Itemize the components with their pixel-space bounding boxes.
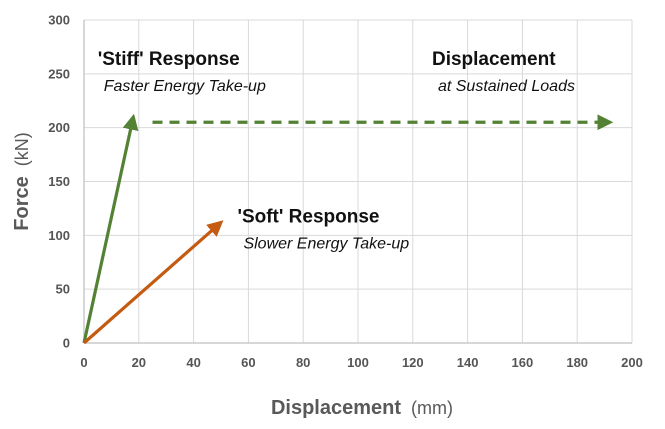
data-series	[82, 113, 614, 345]
sustained-annotation-subtitle: at Sustained Loads	[438, 78, 575, 95]
grid-lines	[84, 19, 633, 343]
axes	[83, 20, 632, 344]
axis-titles: Displacement (mm) Force(kN)	[11, 132, 453, 419]
annotations: 'Stiff' Response Faster Energy Take-up Dis…	[98, 49, 575, 252]
y-tick-label: 50	[56, 282, 70, 297]
y-tick-label: 250	[48, 66, 70, 81]
x-tick-label: 180	[566, 355, 588, 370]
stiff-annotation-title: 'Stiff' Response	[98, 49, 240, 70]
x-tick-label: 100	[347, 355, 369, 370]
y-axis-title: Force(kN)	[11, 132, 33, 230]
x-tick-label: 120	[402, 355, 424, 370]
x-axis-title: Displacement (mm)	[271, 397, 453, 419]
x-tick-label: 20	[132, 355, 146, 370]
y-tick-label: 100	[48, 228, 70, 243]
tick-labels: 0 50 100 150 200 250 300 0 20 40 60 80 100 120 140 160 1…	[48, 13, 643, 371]
soft-annotation-subtitle: Slower Energy Take-up	[243, 235, 409, 252]
x-tick-label: 80	[296, 355, 310, 370]
soft-response-arrow	[82, 220, 224, 345]
stiff-annotation-subtitle: Faster Energy Take-up	[104, 78, 266, 95]
y-tick-label: 150	[48, 174, 70, 189]
y-tick-label: 300	[48, 13, 70, 28]
soft-annotation-title: 'Soft' Response	[237, 206, 379, 227]
x-tick-label: 0	[80, 355, 87, 370]
x-tick-label: 40	[186, 355, 200, 370]
x-tick-label: 60	[241, 355, 255, 370]
stiff-response-arrow	[82, 113, 139, 344]
y-tick-label: 0	[63, 336, 70, 351]
y-tick-label: 200	[48, 120, 70, 135]
sustained-annotation-title: Displacement	[432, 49, 556, 70]
x-tick-label: 140	[457, 355, 479, 370]
x-tick-label: 200	[621, 355, 643, 370]
x-tick-label: 160	[512, 355, 534, 370]
